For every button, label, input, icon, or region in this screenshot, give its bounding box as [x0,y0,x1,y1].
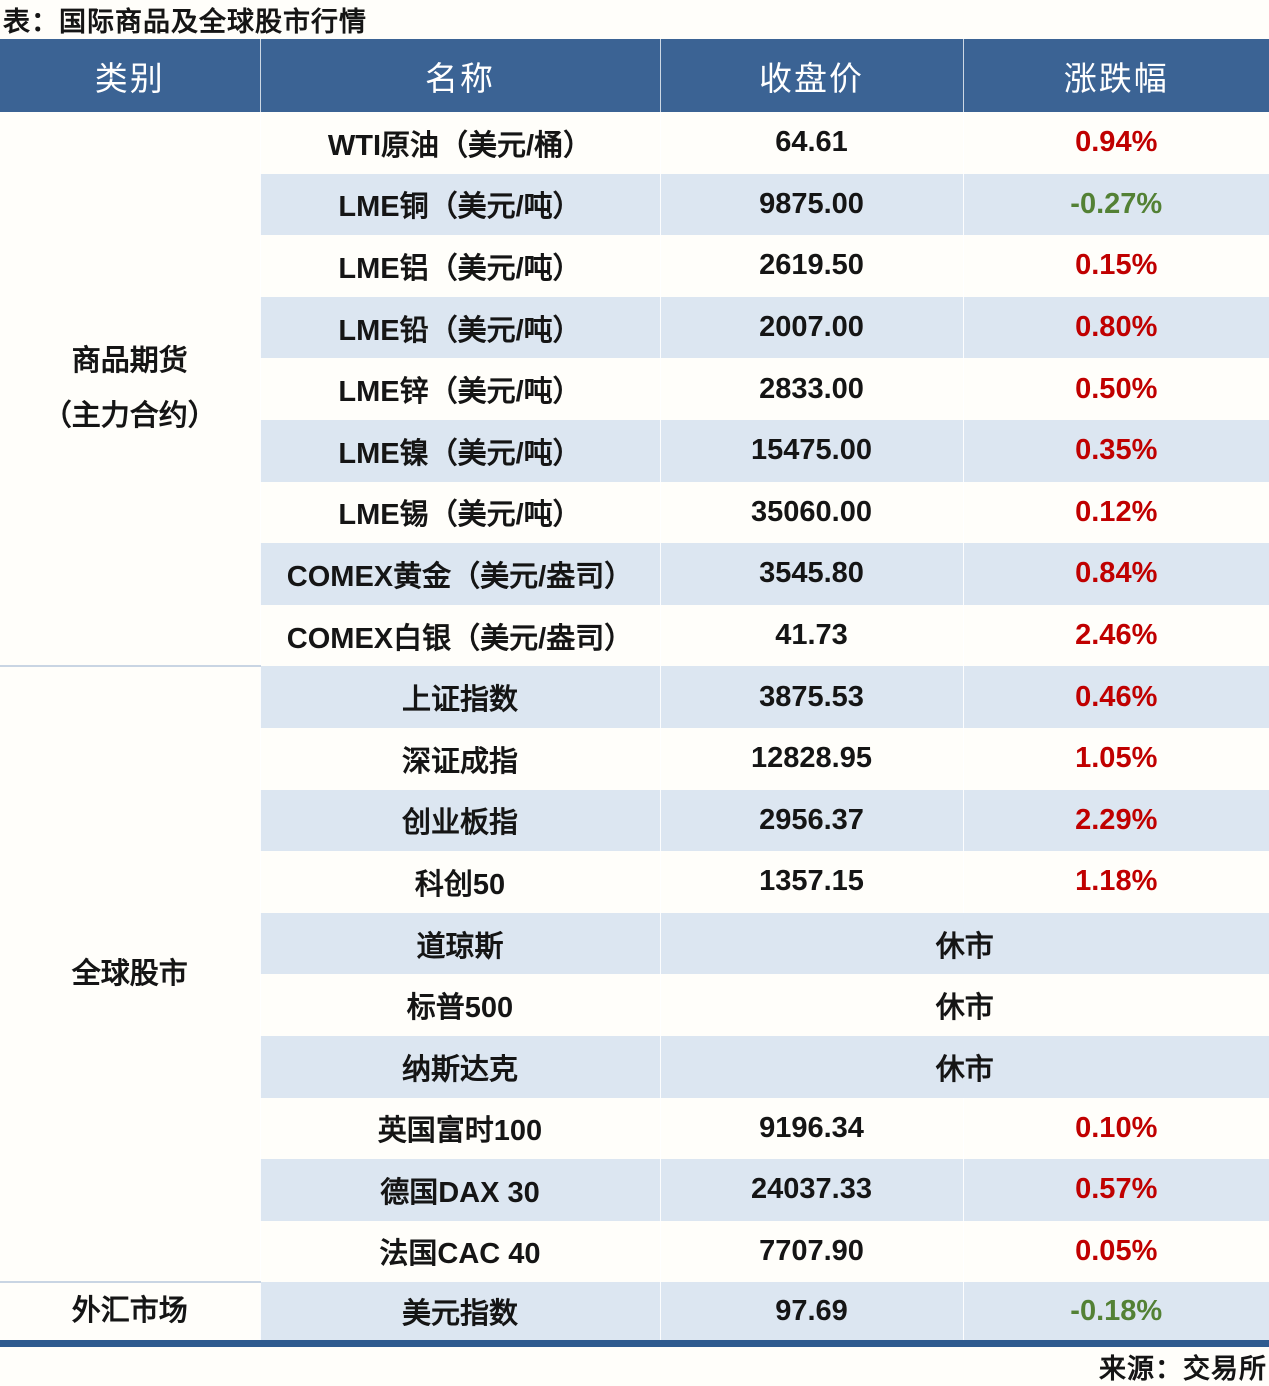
change-percent: 1.05% [963,727,1269,790]
table-row: 科创50 1357.15 1.18% [0,851,1269,913]
category-label: 全球股市 [71,957,188,990]
instrument-name: 道琼斯 [260,912,661,975]
instrument-name: LME镍（美元/吨） [260,419,661,482]
table-row: 创业板指 2956.37 2.29% [0,789,1269,852]
change-percent: 1.18% [963,851,1269,913]
table-row: 深证成指 12828.95 1.05% [0,727,1269,790]
instrument-name: 英国富时100 [260,1097,661,1160]
column-header-2: 收盘价 [660,39,964,112]
table-row: 德国DAX 30 24037.33 0.57% [0,1159,1269,1221]
table-row: 纳斯达克 休市 [0,1035,1269,1098]
closing-price: 41.73 [660,604,964,667]
instrument-name: 科创50 [260,851,661,913]
instrument-name: 标普500 [260,974,661,1036]
page-title: 表：国际商品及全球股市行情 [3,7,367,37]
change-percent: 0.05% [963,1220,1269,1283]
table-row: LME铜（美元/吨） 9875.00 -0.27% [0,173,1269,236]
table-row: LME锌（美元/吨） 2833.00 0.50% [0,358,1269,420]
instrument-name: LME锌（美元/吨） [260,358,661,420]
market-table: 类别 名称 收盘价 涨跌幅 商品期货 （主力合约） WTI原油（美元/桶） 64.61 0.9… [0,39,1269,1348]
category-label: （主力合约） [42,399,217,432]
table-row: COMEX黄金（美元/盎司） 3545.80 0.84% [0,543,1269,605]
closing-price: 2007.00 [660,296,964,359]
table-row: LME镍（美元/吨） 15475.00 0.35% [0,419,1269,482]
table-row: LME铅（美元/吨） 2007.00 0.80% [0,296,1269,359]
table-row: 标普500 休市 [0,974,1269,1036]
column-header-3: 涨跌幅 [963,39,1269,112]
category-label: 外汇市场 [71,1295,188,1328]
table-header-row: 类别 名称 收盘价 涨跌幅 [0,39,1269,112]
table-row: LME锡（美元/吨） 35060.00 0.12% [0,481,1269,544]
category-label: 商品期货 [71,344,188,377]
closing-price: 64.61 [660,112,964,174]
closing-price: 1357.15 [660,851,964,913]
instrument-name: COMEX黄金（美元/盎司） [260,543,661,605]
closing-price: 97.69 [660,1282,964,1344]
instrument-name: 上证指数 [260,666,661,728]
closing-price: 15475.00 [660,419,964,482]
closing-price: 24037.33 [660,1159,964,1221]
closing-price: 2956.37 [660,789,964,852]
change-percent: 0.46% [963,666,1269,728]
change-percent: 2.29% [963,789,1269,852]
change-percent: 0.80% [963,296,1269,359]
closing-price: 2619.50 [660,235,964,297]
change-percent: 0.35% [963,419,1269,482]
table-row: 外汇市场 美元指数 97.69 -0.18% [0,1281,1269,1344]
category-cell: 商品期货 （主力合约） [0,112,261,667]
instrument-name: 美元指数 [260,1282,661,1344]
closing-price: 35060.00 [660,481,964,544]
change-percent: -0.18% [963,1282,1269,1344]
table-row: 商品期货 （主力合约） WTI原油（美元/桶） 64.61 0.94% [0,112,1269,667]
category-cell: 外汇市场 [0,1281,261,1344]
instrument-name: LME铅（美元/吨） [260,296,661,359]
market-closed-cell: 休市 [660,912,1269,975]
closing-price: 3875.53 [660,666,964,728]
closing-price: 7707.90 [660,1220,964,1283]
change-percent: -0.27% [963,173,1269,236]
instrument-name: 德国DAX 30 [260,1159,661,1221]
market-closed-cell: 休市 [660,1035,1269,1098]
change-percent: 0.50% [963,358,1269,420]
table-row: 英国富时100 9196.34 0.10% [0,1097,1269,1160]
closing-price: 9875.00 [660,173,964,236]
table-row: 全球股市 上证指数 3875.53 0.46% [0,665,1269,1283]
closing-price: 9196.34 [660,1097,964,1160]
change-percent: 0.84% [963,543,1269,605]
column-header-0: 类别 [0,39,261,112]
instrument-name: LME铝（美元/吨） [260,235,661,297]
instrument-name: 深证成指 [260,727,661,790]
instrument-name: LME铜（美元/吨） [260,173,661,236]
source-note: 来源：交易所 [1099,1354,1267,1385]
instrument-name: LME锡（美元/吨） [260,481,661,544]
market-closed-cell: 休市 [660,974,1269,1036]
table-row: 道琼斯 休市 [0,912,1269,975]
instrument-name: 创业板指 [260,789,661,852]
closing-price: 12828.95 [660,727,964,790]
change-percent: 2.46% [963,604,1269,667]
column-header-1: 名称 [260,39,661,112]
table-row: COMEX白银（美元/盎司） 41.73 2.46% [0,604,1269,667]
instrument-name: COMEX白银（美元/盎司） [260,604,661,667]
table-row: 法国CAC 40 7707.90 0.05% [0,1220,1269,1283]
category-cell: 全球股市 [0,665,261,1283]
change-percent: 0.12% [963,481,1269,544]
change-percent: 0.94% [963,112,1269,174]
change-percent: 0.57% [963,1159,1269,1221]
instrument-name: WTI原油（美元/桶） [260,112,661,174]
change-percent: 0.10% [963,1097,1269,1160]
instrument-name: 纳斯达克 [260,1035,661,1098]
closing-price: 3545.80 [660,543,964,605]
closing-price: 2833.00 [660,358,964,420]
change-percent: 0.15% [963,235,1269,297]
instrument-name: 法国CAC 40 [260,1220,661,1283]
table-row: LME铝（美元/吨） 2619.50 0.15% [0,235,1269,297]
